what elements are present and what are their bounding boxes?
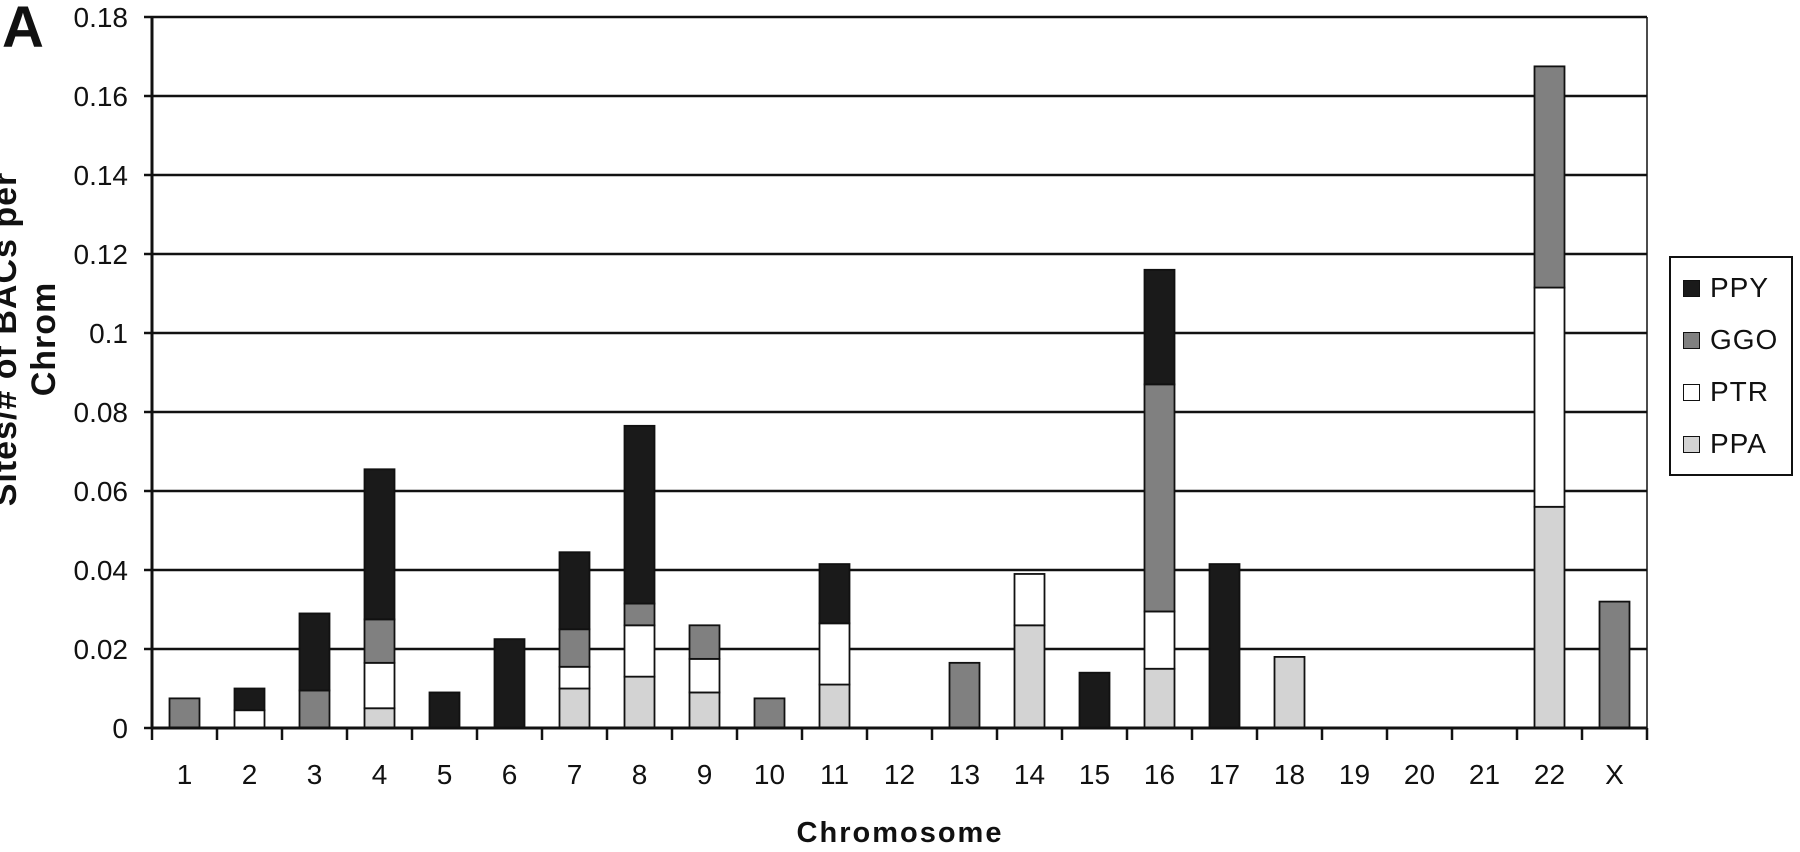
bar-segment-ggo-chr-9 [688, 624, 721, 660]
y-tick-label: 0.08 [74, 397, 129, 428]
x-tick-label: 19 [1339, 759, 1370, 790]
bar-segment-ppy-chr-4 [363, 468, 396, 621]
bar-segment-ggo-chr-1 [168, 697, 201, 729]
bar-segment-ppa-chr-7 [558, 687, 591, 729]
x-tick-label: 15 [1079, 759, 1110, 790]
bar-segment-ppy-chr-2 [233, 687, 266, 712]
bar-segment-ptr-chr-2 [233, 709, 266, 729]
y-tick-label: 0.16 [74, 81, 129, 112]
bar-segment-ggo-chr-4 [363, 618, 396, 664]
bar-segment-ppa-chr-8 [623, 675, 656, 729]
bar-segment-ppa-chr-9 [688, 691, 721, 729]
y-tick-label: 0.1 [89, 318, 128, 349]
bar-segment-ggo-chr-10 [753, 697, 786, 729]
bar-segment-ppy-chr-7 [558, 551, 591, 631]
bar-segment-ptr-chr-7 [558, 665, 591, 690]
x-tick-label: 4 [372, 759, 388, 790]
y-tick-label: 0.06 [74, 476, 129, 507]
bar-segment-ggo-chr-8 [623, 602, 656, 627]
legend-label-ppy: PPY [1710, 272, 1770, 303]
x-tick-label: 1 [177, 759, 193, 790]
legend-swatch-ptr [1683, 383, 1700, 401]
x-tick-label: 16 [1144, 759, 1175, 790]
x-tick-label: 10 [754, 759, 785, 790]
bar-segment-ggo-chr-13 [948, 661, 981, 729]
bar-segment-ppy-chr-17 [1208, 563, 1241, 729]
bar-segment-ptr-chr-14 [1013, 573, 1046, 627]
legend-item-ppy: PPY [1683, 268, 1769, 308]
bar-segment-ppa-chr-16 [1143, 667, 1176, 729]
bar-segment-ppy-chr-11 [818, 563, 851, 625]
x-tick-label: 14 [1014, 759, 1045, 790]
x-tick-label: 17 [1209, 759, 1240, 790]
legend-item-ppa: PPA [1683, 424, 1767, 464]
legend-label-ggo: GGO [1710, 324, 1779, 355]
legend-label-ppa: PPA [1710, 428, 1767, 459]
bar-segment-ppy-chr-8 [623, 424, 656, 605]
bar-segment-ppa-chr-14 [1013, 624, 1046, 729]
x-tick-labels: 1 2 3 4 5 6 7 8 9 10 11 12 13 14 15 16 17 18 19 20 21 22 X [177, 759, 1624, 790]
bar-segment-ggo-chr-x [1598, 600, 1631, 729]
x-tick-label: X [1605, 759, 1624, 790]
legend-item-ggo: GGO [1683, 320, 1778, 360]
legend-swatch-ppa [1683, 435, 1700, 453]
y-tick-label: 0.02 [74, 634, 129, 665]
y-tick-labels: 0 0.02 0.04 0.06 0.08 0.1 0.12 0.14 0.16 0.18 [74, 2, 129, 744]
x-tick-label: 13 [949, 759, 980, 790]
bar-segment-ppa-chr-4 [363, 707, 396, 729]
x-tick-label: 3 [307, 759, 323, 790]
y-tick-label: 0.14 [74, 160, 129, 191]
x-tick-label: 20 [1404, 759, 1435, 790]
x-tick-label: 2 [242, 759, 258, 790]
panel-label: A [2, 0, 44, 60]
y-tick-label: 0.18 [74, 2, 129, 33]
bar-segment-ggo-chr-16 [1143, 383, 1176, 613]
x-tick-label: 7 [567, 759, 583, 790]
x-tick-label: 11 [820, 759, 849, 790]
x-tick-label: 21 [1469, 759, 1500, 790]
y-axis-label: Sites/# of BACs per Chrom [0, 171, 63, 507]
x-tick-label: 12 [884, 759, 915, 790]
bar-segment-ptr-chr-4 [363, 661, 396, 710]
x-tick-label: 8 [632, 759, 648, 790]
bar-segment-ppy-chr-6 [493, 638, 526, 729]
x-tick-label: 22 [1534, 759, 1565, 790]
bar-segment-ptr-chr-8 [623, 624, 656, 678]
bar-segment-ppy-chr-16 [1143, 268, 1176, 386]
bar-segment-ppy-chr-5 [428, 691, 461, 729]
bar-segment-ggo-chr-22 [1533, 65, 1566, 289]
bar-segment-ppy-chr-3 [298, 612, 331, 692]
x-tick-label: 5 [437, 759, 453, 790]
bar-segment-ptr-chr-9 [688, 657, 721, 694]
bar-segment-ptr-chr-22 [1533, 286, 1566, 508]
axes [144, 15, 1649, 740]
x-axis-label: Chromosome [796, 817, 1004, 849]
bar-segment-ppa-chr-22 [1533, 505, 1566, 729]
legend: PPY GGO PTR PPA [1669, 256, 1793, 476]
bar-segment-ptr-chr-16 [1143, 610, 1176, 670]
y-tick-label: 0 [112, 713, 128, 744]
bar-segment-ptr-chr-11 [818, 622, 851, 686]
bar-segment-ppa-chr-18 [1273, 656, 1306, 729]
legend-item-ptr: PTR [1683, 372, 1769, 412]
bar-segment-ppy-chr-15 [1078, 671, 1111, 729]
y-tick-label: 0.04 [74, 555, 129, 586]
x-tick-label: 6 [502, 759, 518, 790]
legend-label-ptr: PTR [1710, 376, 1769, 407]
legend-swatch-ppy [1683, 279, 1700, 297]
x-tick-label: 18 [1274, 759, 1305, 790]
bars [168, 65, 1631, 729]
legend-swatch-ggo [1683, 331, 1700, 349]
bar-segment-ggo-chr-7 [558, 628, 591, 668]
x-tick-label: 9 [697, 759, 713, 790]
bar-segment-ppa-chr-11 [818, 683, 851, 729]
bar-segment-ggo-chr-3 [298, 689, 331, 729]
y-tick-label: 0.12 [74, 239, 129, 270]
